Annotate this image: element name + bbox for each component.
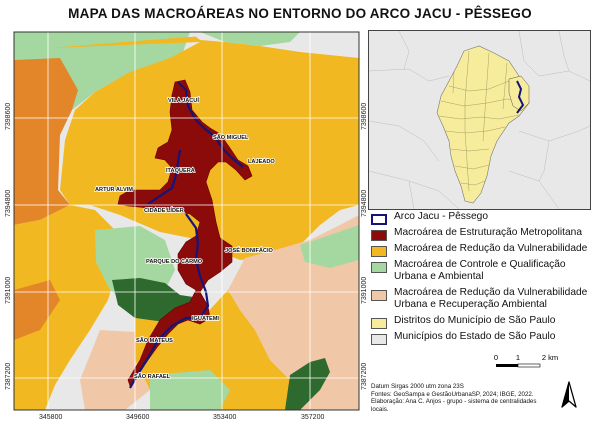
locator-map-svg (369, 31, 590, 209)
locator-arco-line (516, 80, 525, 114)
legend-label: Macroárea de Redução da Vulnerabilidade (394, 243, 588, 254)
credit-sources: Fontes: GeoSampa e GestãoUrbanaSP, 2024;… (371, 390, 534, 398)
legend-swatch-controle (371, 262, 387, 273)
scale-tick-2: 2 km (542, 353, 558, 362)
credit-author: Elaboração: Ana C. Anjos - grupo - siste… (371, 398, 537, 413)
legend-label: Distritos do Município de São Paulo (394, 315, 556, 326)
legend-label: Macroárea de Redução da Vulnerabilidade … (394, 287, 588, 310)
label-itaquera: ITAQUERA (166, 168, 195, 174)
vulnerabilidade-area-south-west (14, 205, 120, 410)
y-coord-label-right: 7387200 (361, 363, 368, 390)
label-sao-miguel: SÃO MIGUEL (213, 134, 249, 141)
y-coord-label-right: 7394800 (361, 190, 368, 217)
y-coord-label-left: 7387200 (5, 363, 12, 390)
main-map-frame (13, 31, 360, 411)
map-grid (14, 32, 359, 410)
credits: Datum Sirgas 2000 utm zona 23S Fontes: G… (371, 383, 549, 413)
label-sao-mateus: SÃO MATEUS (136, 337, 173, 344)
legend-swatch-metropolitana (371, 230, 387, 241)
x-coord-label: 353400 (213, 414, 236, 421)
legend-item-municipios: Municípios do Estado de São Paulo (371, 331, 599, 345)
legend-label: Macroárea de Controle e Qualificação Urb… (394, 259, 566, 282)
legend-item-arco: Arco Jacu - Pêssego (371, 211, 599, 225)
label-iguatemi: IGUATEMI (192, 316, 219, 322)
y-coord-label-left: 7391000 (5, 277, 12, 304)
legend-swatch-distritos (371, 318, 387, 329)
locator-municipio-lines (369, 31, 590, 209)
scale-segment-dark (496, 364, 518, 367)
y-coord-label-left: 7398600 (5, 103, 12, 130)
legend-swatch-vulnerabilidade (371, 246, 387, 257)
controle-area-north-east (200, 32, 300, 46)
label-artur-alvim: ARTUR ALVIM (95, 187, 133, 193)
controle-area-east (300, 225, 359, 268)
x-coord-label: 349600 (126, 414, 149, 421)
label-vila-jacui: VILA JACUÍ (168, 96, 199, 104)
credit-datum: Datum Sirgas 2000 utm zona 23S (371, 383, 464, 390)
arco-jacu-pessego-line (129, 81, 244, 389)
dark-green-area-south-east (285, 358, 330, 410)
x-coord-label: 345800 (39, 414, 62, 421)
label-parque-do-carmo: PARQUE DO CARMO (146, 259, 203, 265)
legend-label: Macroárea de Estruturação Metropolitana (394, 227, 583, 238)
legend-item-controle: Macroárea de Controle e Qualificação Urb… (371, 259, 599, 283)
legend-swatch-municipios (371, 334, 387, 345)
y-coord-label-right: 7391000 (361, 277, 368, 304)
north-arrow-icon (561, 381, 577, 408)
legend-item-vulnerabilidade: Macroárea de Redução da Vulnerabilidade (371, 243, 599, 257)
legend-item-distritos: Distritos do Município de São Paulo (371, 315, 599, 329)
label-sao-rafael: SÃO RAFAEL (134, 373, 171, 380)
legend-label: Arco Jacu - Pêssego (394, 211, 488, 222)
label-jose-bonifacio: JOSÉ BONIFÁCIO (225, 246, 274, 254)
y-coord-label-left: 7394800 (5, 190, 12, 217)
scale-tick-1: 1 (516, 353, 520, 362)
recuperacao-area-south-west (80, 330, 150, 410)
locator-map[interactable] (368, 30, 591, 210)
label-lajeado: LAJEADO (248, 159, 275, 165)
scale-bar: 0 1 2 km (494, 353, 558, 368)
controle-area-south-west (150, 370, 230, 410)
legend-swatch-arco (371, 214, 387, 225)
legend-item-metropolitana: Macroárea de Estruturação Metropolitana (371, 227, 599, 241)
orange-area-south-west (14, 280, 60, 340)
legend-item-recuperacao: Macroárea de Redução da Vulnerabilidade … (371, 287, 599, 311)
locator-sao-paulo-city (436, 45, 530, 204)
map-title: MAPA DAS MACROÁREAS NO ENTORNO DO ARCO J… (68, 6, 532, 21)
x-coord-label: 357200 (301, 414, 324, 421)
locator-district-lines (438, 50, 528, 192)
y-coord-label-right: 7398600 (361, 103, 368, 130)
scale-tick-0: 0 (494, 353, 498, 362)
scale-segment-light (517, 363, 541, 368)
legend-swatch-recuperacao (371, 290, 387, 301)
legend-label: Municípios do Estado de São Paulo (394, 331, 556, 342)
orange-area-west (14, 58, 78, 225)
label-cidade-lider: CIDADE LÍDER (144, 206, 184, 214)
